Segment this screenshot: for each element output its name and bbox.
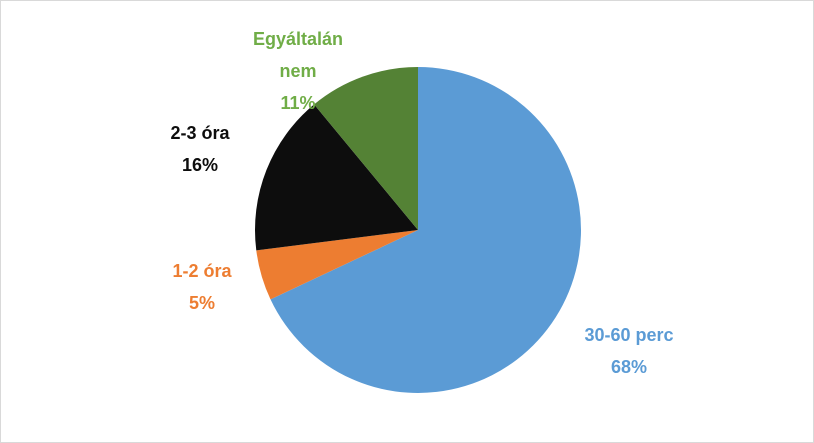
slice-label: 1-2 óra bbox=[172, 261, 232, 281]
pie-slice bbox=[254, 104, 418, 251]
slice-label: 2-3 óra bbox=[170, 123, 230, 143]
pie-slice bbox=[314, 67, 418, 230]
slice-label: 30-60 perc bbox=[584, 325, 674, 345]
slice-label: Egyáltalán nem bbox=[252, 29, 344, 81]
pie-slice bbox=[256, 230, 418, 300]
slice-value-label: 16% bbox=[181, 155, 219, 175]
slice-value-label: 11% bbox=[280, 93, 316, 113]
slice-value-label: 68% bbox=[610, 357, 648, 377]
slice-value-label: 5% bbox=[188, 293, 215, 313]
pie-slice bbox=[270, 67, 582, 393]
